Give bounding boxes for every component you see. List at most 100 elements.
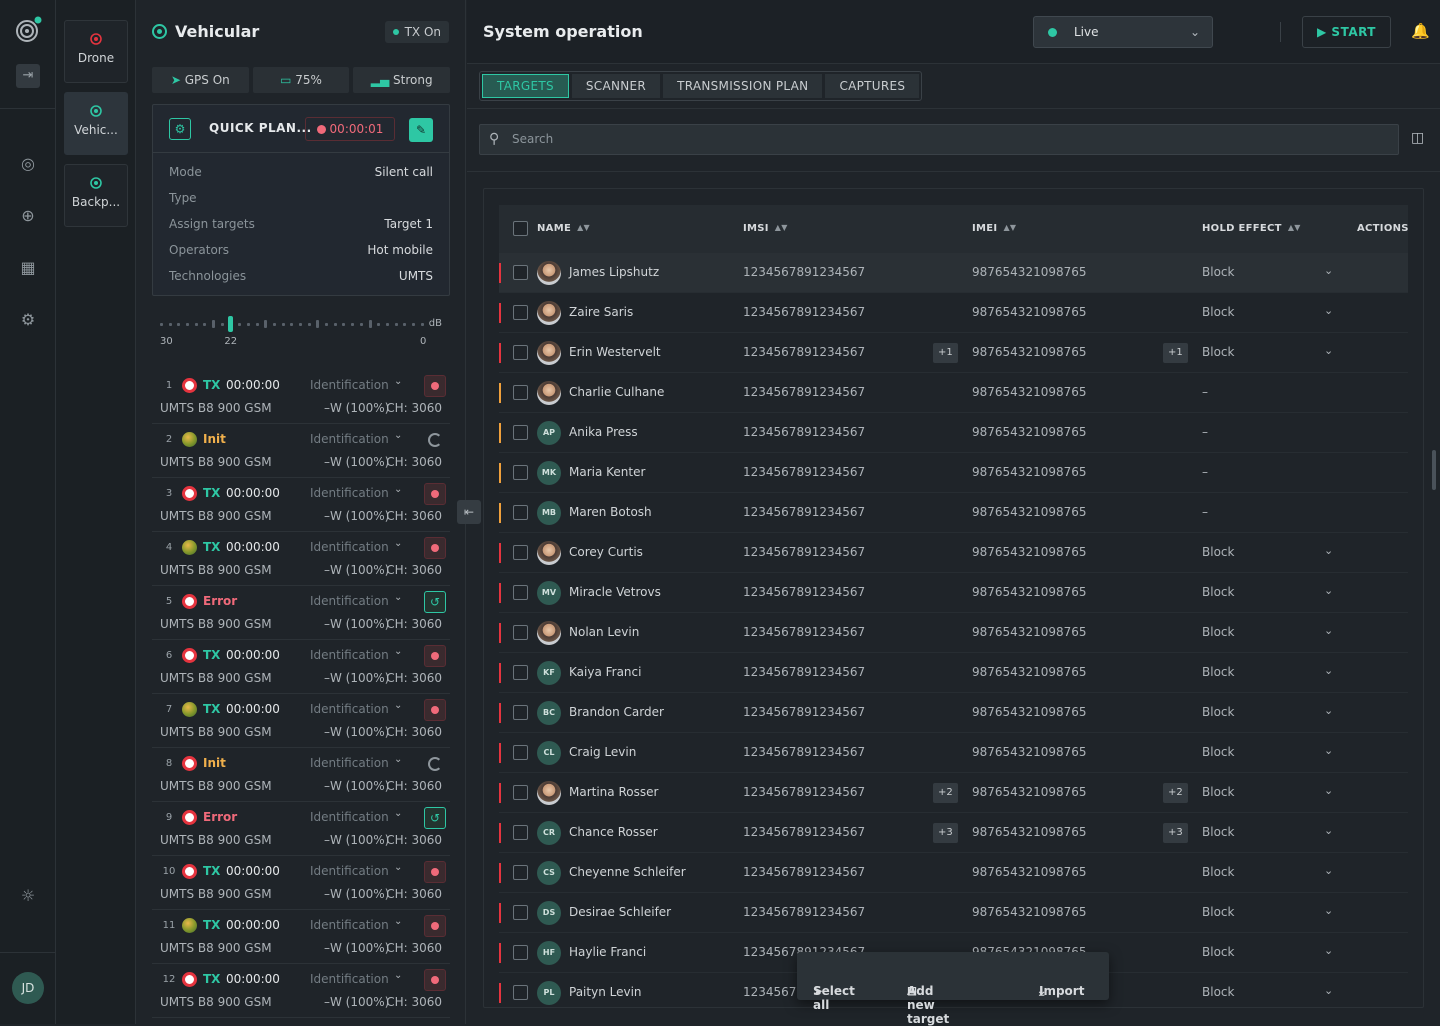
transmitter-item[interactable]: 3 TX 00:00:00 Identification ⌄ UMTS B8 900 GS… [152,478,450,532]
table-row[interactable]: KF Kaiya Franci 1234567891234567 9876543210… [499,653,1408,693]
device-vehicular[interactable]: Vehic... [64,92,128,155]
device-backpack[interactable]: Backp... [64,164,128,227]
select-all-checkbox[interactable] [513,221,528,236]
imei-more-badge[interactable]: +1 [1163,343,1188,363]
chevron-down-icon[interactable]: ⌄ [1324,344,1334,357]
table-row[interactable]: Martina Rosser 1234567891234567 9876543210… [499,773,1408,813]
imei-more-badge[interactable]: +2 [1163,783,1188,803]
chevron-down-icon[interactable]: ⌄ [1324,544,1334,557]
target-icon[interactable]: ◎ [21,154,35,173]
transmitter-item[interactable]: 4 TX 00:00:00 Identification ⌄ UMTS B8 900 GS… [152,532,450,586]
retry-icon[interactable]: ↺ [424,591,446,613]
table-row[interactable]: Nolan Levin 1234567891234567 9876543210987… [499,613,1408,653]
stop-icon[interactable] [424,969,446,991]
chevron-down-icon[interactable]: ⌄ [394,970,403,981]
imsi-more-badge[interactable]: +3 [933,823,958,843]
row-checkbox[interactable] [513,785,528,800]
chevron-down-icon[interactable]: ⌄ [394,376,403,387]
row-checkbox[interactable] [513,505,528,520]
transmitter-item[interactable]: 8 Init Identification ⌄ UMTS B8 900 GSM –W (1… [152,748,450,802]
stop-icon[interactable] [424,861,446,883]
table-row[interactable]: MB Maren Botosh 1234567891234567 9876543210… [499,493,1408,533]
row-checkbox[interactable] [513,745,528,760]
columns-icon[interactable]: ◫ [1411,130,1425,146]
row-checkbox[interactable] [513,305,528,320]
chevron-down-icon[interactable]: ⌄ [394,592,403,603]
col-name[interactable]: NAME ▲▼ [537,223,590,234]
row-checkbox[interactable] [513,545,528,560]
chevron-down-icon[interactable]: ⌄ [394,538,403,549]
chevron-down-icon[interactable]: ⌄ [394,754,403,765]
table-row[interactable]: CS Cheyenne Schleifer 1234567891234567 9876… [499,853,1408,893]
table-row[interactable]: CL Craig Levin 1234567891234567 98765432109… [499,733,1408,773]
chevron-down-icon[interactable]: ⌄ [1324,824,1334,837]
transmitter-item[interactable]: 1 TX 00:00:00 Identification ⌄ UMTS B8 900 GS… [152,370,450,424]
table-row[interactable]: DS Desirae Schleifer 1234567891234567 98765… [499,893,1408,933]
row-checkbox[interactable] [513,905,528,920]
table-row[interactable]: CR Chance Rosser 1234567891234567 987654321… [499,813,1408,853]
chevron-down-icon[interactable]: ⌄ [394,430,403,441]
chevron-down-icon[interactable]: ⌄ [1324,624,1334,637]
expand-sidebar-icon[interactable]: ⇥ [16,64,40,88]
chevron-down-icon[interactable]: ⌄ [1324,584,1334,597]
chevron-down-icon[interactable]: ⌄ [1324,744,1334,757]
chevron-down-icon[interactable]: ⌄ [394,700,403,711]
col-hold-effect[interactable]: HOLD EFFECT ▲▼ [1202,223,1301,234]
user-avatar[interactable]: JD [12,972,44,1004]
transmitter-item[interactable]: 9 Error Identification ⌄ ↺ UMTS B8 900 GSM –W … [152,802,450,856]
stop-icon[interactable] [424,375,446,397]
row-checkbox[interactable] [513,265,528,280]
plan-settings-icon[interactable]: ⚙ [169,118,191,140]
row-checkbox[interactable] [513,705,528,720]
col-imei[interactable]: IMEI ▲▼ [972,223,1017,234]
chevron-down-icon[interactable]: ⌄ [1324,264,1334,277]
row-checkbox[interactable] [513,625,528,640]
chevron-down-icon[interactable]: ⌄ [1324,864,1334,877]
chevron-down-icon[interactable]: ⌄ [1324,944,1334,957]
search-input[interactable]: ⚲ Search [479,124,1399,155]
stop-icon[interactable] [424,699,446,721]
imsi-more-badge[interactable]: +1 [933,343,958,363]
table-row[interactable]: AP Anika Press 1234567891234567 98765432109… [499,413,1408,453]
chevron-down-icon[interactable]: ⌄ [394,484,403,495]
crosshair-icon[interactable]: ⊕ [21,206,35,225]
row-checkbox[interactable] [513,985,528,1000]
chevron-down-icon[interactable]: ⌄ [394,916,403,927]
transmitter-item[interactable]: 7 TX 00:00:00 Identification ⌄ UMTS B8 900 GS… [152,694,450,748]
col-imsi[interactable]: IMSI ▲▼ [743,223,788,234]
chevron-down-icon[interactable]: ⌄ [394,808,403,819]
chevron-down-icon[interactable]: ⌄ [394,646,403,657]
chevron-down-icon[interactable]: ⌄ [394,862,403,873]
stop-icon[interactable] [424,537,446,559]
tab-transmission-plan[interactable]: TRANSMISSION PLAN [663,74,823,98]
table-row[interactable]: Zaire Saris 1234567891234567 9876543210987… [499,293,1408,333]
tab-scanner[interactable]: SCANNER [571,74,661,98]
row-checkbox[interactable] [513,465,528,480]
tab-captures[interactable]: CAPTURES [825,74,920,98]
row-checkbox[interactable] [513,665,528,680]
transmitter-item[interactable]: 6 TX 00:00:00 Identification ⌄ UMTS B8 900 GS… [152,640,450,694]
row-checkbox[interactable] [513,585,528,600]
radar-icon[interactable]: ☼ [20,886,36,905]
live-mode-select[interactable]: Live ⌄ [1033,16,1213,48]
table-row[interactable]: BC Brandon Carder 1234567891234567 98765432… [499,693,1408,733]
row-checkbox[interactable] [513,945,528,960]
device-drone[interactable]: Drone [64,20,128,83]
row-checkbox[interactable] [513,825,528,840]
table-row[interactable]: Erin Westervelt 1234567891234567 987654321… [499,333,1408,373]
slider-knob[interactable] [228,316,234,332]
row-checkbox[interactable] [513,385,528,400]
row-checkbox[interactable] [513,345,528,360]
transmitter-item[interactable]: 2 Init Identification ⌄ UMTS B8 900 GSM –W (1… [152,424,450,478]
tab-targets[interactable]: TARGETS [482,74,569,98]
imsi-more-badge[interactable]: +2 [933,783,958,803]
scrollbar[interactable] [1432,450,1436,490]
settings-gear-icon[interactable]: ⚙ [20,310,36,329]
row-checkbox[interactable] [513,425,528,440]
table-row[interactable]: Charlie Culhane 1234567891234567 987654321… [499,373,1408,413]
chevron-down-icon[interactable]: ⌄ [1324,704,1334,717]
row-checkbox[interactable] [513,865,528,880]
power-slider[interactable]: dB 30 22 0 [152,316,450,348]
transmitter-item[interactable]: 10 TX 00:00:00 Identification ⌄ UMTS B8 900 G… [152,856,450,910]
edit-plan-icon[interactable]: ✎ [409,118,433,142]
